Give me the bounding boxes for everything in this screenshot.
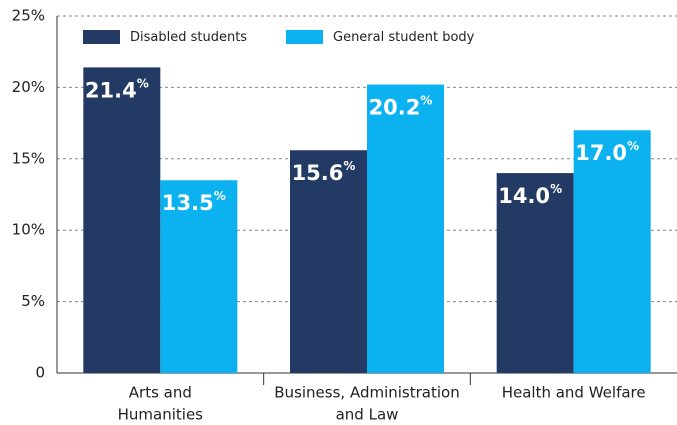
y-tick-label: 5% [21, 292, 45, 310]
y-tick-label: 10% [12, 221, 45, 239]
legend-label: General student body [333, 30, 475, 45]
y-tick-label: 0 [35, 364, 45, 382]
bar [367, 84, 444, 373]
x-tick-label: Humanities [118, 406, 204, 424]
legend-swatch [286, 30, 323, 44]
y-tick-label: 15% [12, 149, 45, 167]
x-tick-label: and Law [336, 406, 399, 424]
value-label: 14.0% [498, 182, 562, 209]
bar [160, 180, 238, 373]
value-label: 15.6% [292, 159, 356, 186]
value-label: 13.5% [162, 189, 226, 216]
y-tick-label: 20% [12, 78, 45, 96]
x-tick-label: Health and Welfare [502, 384, 646, 402]
value-label: 21.4% [85, 76, 149, 103]
value-label: 17.0% [575, 139, 639, 166]
legend-swatch [83, 30, 120, 44]
bar [290, 150, 367, 373]
x-tick-label: Business, Administration [274, 384, 459, 402]
x-tick-label: Arts and [129, 384, 192, 402]
value-label: 20.2% [369, 93, 433, 120]
bar [83, 67, 161, 374]
bar [573, 130, 651, 373]
bar [496, 173, 574, 373]
legend-label: Disabled students [130, 30, 247, 45]
y-tick-label: 25% [12, 7, 45, 25]
